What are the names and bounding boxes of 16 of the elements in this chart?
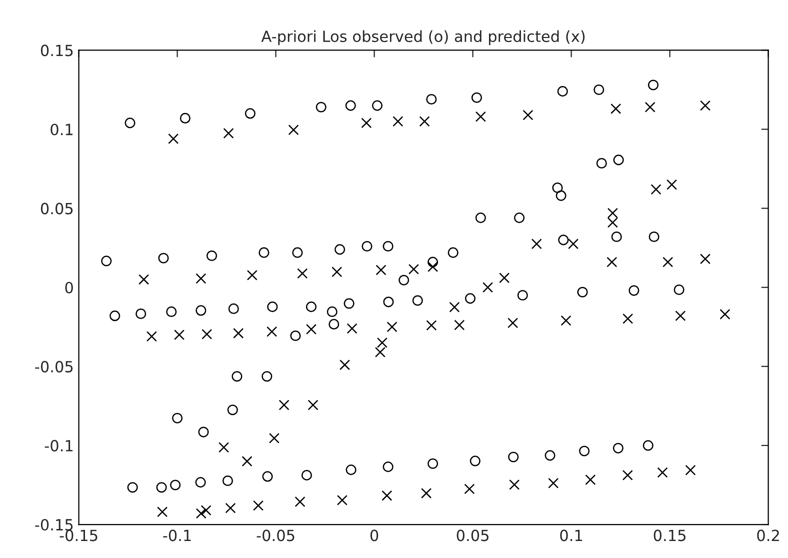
y-tick-label: -0.15 — [35, 518, 73, 531]
x-tick-label: -0.1 — [163, 530, 191, 542]
x-tick-label: 0.2 — [757, 530, 779, 542]
x-tick-label: 0 — [370, 530, 378, 542]
x-tick-label: -0.05 — [256, 530, 294, 542]
y-tick-label: 0 — [65, 282, 73, 294]
x-tick-label: 0.05 — [456, 530, 488, 542]
y-tick-label: 0.15 — [40, 44, 73, 56]
y-tick-label: 0.05 — [40, 202, 73, 214]
x-tick-label: 0.1 — [560, 530, 582, 542]
y-tick-label: -0.05 — [35, 360, 73, 372]
x-tick-label: -0.15 — [60, 530, 98, 542]
chart-title: A-priori Los observed (o) and predicted (x) — [261, 30, 585, 46]
x-tick-label: 0.15 — [654, 530, 686, 542]
y-tick-label: 0.1 — [50, 124, 73, 136]
y-tick-label: -0.1 — [44, 440, 73, 452]
